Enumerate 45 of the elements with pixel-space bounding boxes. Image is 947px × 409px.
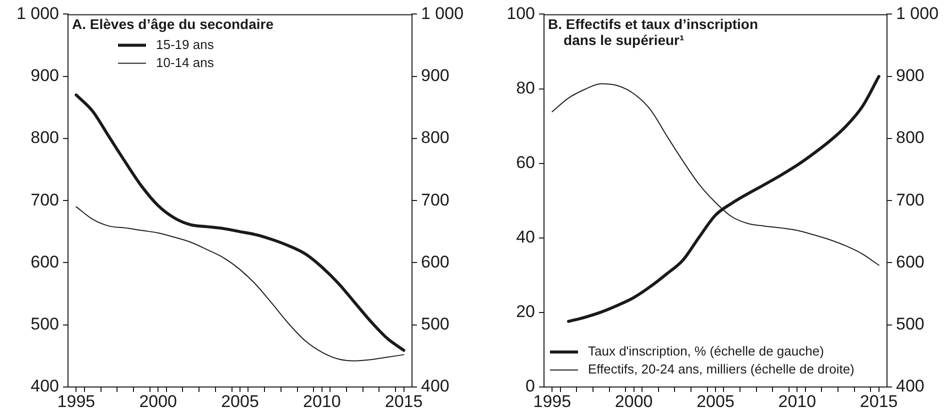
x-tick-label: 1995: [57, 392, 96, 409]
y2-tick-label: 500: [421, 314, 450, 334]
y2-tick-label: 800: [421, 128, 450, 148]
y-tick-label: 600: [30, 252, 59, 272]
y-tick-label: 700: [30, 190, 59, 210]
x-tick-label: 2015: [860, 392, 898, 409]
y2-tick-label: 600: [896, 252, 924, 272]
legend-label: Effectifs, 20-24 ans, milliers (échelle de droite): [588, 362, 854, 377]
y-tick-label: 80: [516, 78, 535, 98]
y2-tick-label: 500: [896, 314, 924, 334]
y2-tick-label: 900: [421, 66, 450, 86]
y-tick-label: 100: [506, 4, 535, 23]
y-tick-label: 500: [30, 314, 59, 334]
x-tick-label: 2010: [778, 392, 816, 409]
y-tick-label: 400: [30, 376, 59, 396]
y-tick-label: 20: [516, 302, 535, 322]
y-tick-label: 800: [30, 128, 59, 148]
y2-tick-label: 600: [421, 252, 450, 272]
x-tick-label: 2005: [221, 392, 259, 409]
x-tick-label: 2015: [384, 392, 423, 409]
chart-title: A. Elèves d’âge du secondaire: [72, 16, 274, 32]
legend-label: Taux d'inscription, % (échelle de gauche): [588, 344, 824, 359]
y-tick-label: 900: [30, 66, 59, 86]
line-series: [76, 206, 404, 362]
line-series: [74, 93, 406, 352]
y2-tick-label: 400: [421, 376, 450, 396]
legend-label: 10-14 ans: [156, 54, 214, 70]
y2-tick-label: 1 000: [896, 4, 939, 23]
y2-tick-label: 900: [896, 66, 924, 86]
y-tick-label: 0: [526, 376, 535, 396]
y2-tick-label: 1 000: [421, 4, 464, 23]
y2-tick-label: 700: [421, 190, 450, 210]
y-tick-label: 1 000: [16, 4, 59, 23]
x-tick-label: 2000: [139, 392, 178, 409]
text: B. Effectifs et taux d’inscription dans le supérieur¹: [548, 16, 758, 48]
y2-tick-label: 400: [896, 376, 924, 396]
legend-label: 15-19 ans: [156, 36, 214, 52]
y2-tick-label: 800: [896, 128, 924, 148]
x-tick-label: 1995: [533, 392, 572, 409]
y-tick-label: 40: [516, 228, 535, 247]
x-tick-label: 2005: [696, 392, 734, 409]
x-tick-label: 2010: [302, 392, 341, 409]
y-tick-label: 60: [516, 153, 535, 172]
x-tick-label: 2000: [614, 392, 653, 409]
y2-tick-label: 700: [896, 190, 924, 210]
